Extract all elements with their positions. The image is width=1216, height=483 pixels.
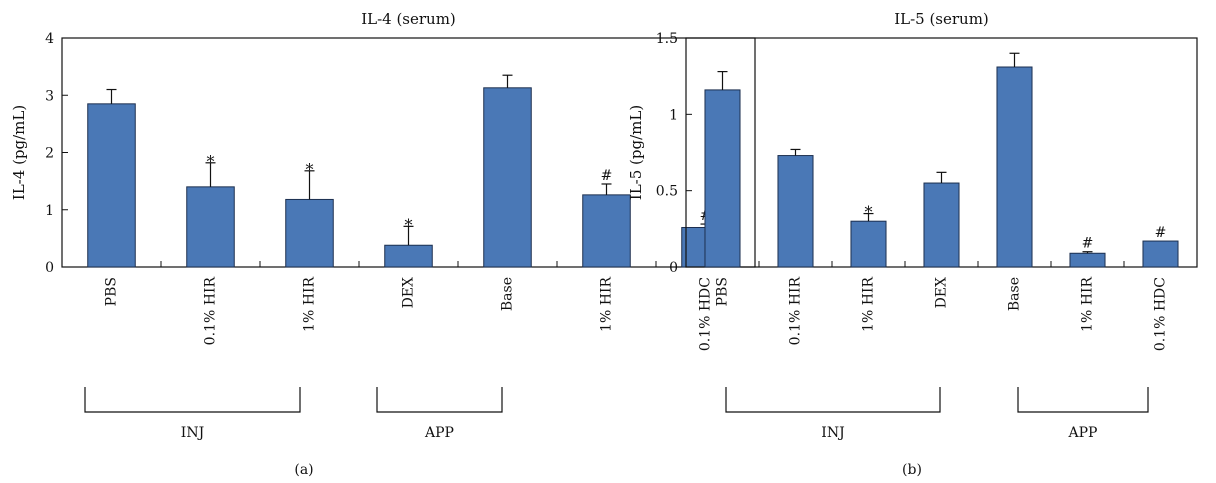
category-label-4: DEX bbox=[401, 277, 417, 308]
bar-5 bbox=[996, 66, 1033, 268]
significance-marker-3: * bbox=[865, 203, 873, 222]
group-bracket-app bbox=[1017, 387, 1149, 413]
panel-label-a: (a) bbox=[294, 462, 313, 478]
bar-6 bbox=[582, 194, 631, 268]
significance-marker-2: * bbox=[207, 152, 215, 171]
category-label-6: 1% HIR bbox=[1080, 277, 1096, 332]
bar-6 bbox=[1069, 252, 1106, 268]
bar-4 bbox=[384, 244, 433, 268]
chart-title: IL-4 (serum) bbox=[361, 10, 456, 28]
bar-4 bbox=[923, 182, 960, 268]
bar-5 bbox=[483, 87, 532, 268]
bar-1 bbox=[87, 103, 136, 268]
chart-title: IL-5 (serum) bbox=[894, 10, 989, 28]
y-tick-label: 1 bbox=[669, 107, 678, 123]
y-tick-label: 2 bbox=[45, 146, 54, 162]
y-tick-label: 1 bbox=[45, 203, 54, 219]
y-tick-label: 3 bbox=[45, 88, 54, 104]
bar-3 bbox=[850, 220, 887, 268]
significance-marker-3: * bbox=[306, 160, 314, 179]
category-label-7: 0.1% HDC bbox=[1153, 277, 1169, 351]
y-tick-label: 0 bbox=[669, 260, 678, 276]
y-tick-label: 1.5 bbox=[656, 31, 678, 47]
category-label-2: 0.1% HIR bbox=[203, 277, 219, 346]
y-tick-label: 4 bbox=[45, 31, 54, 47]
y-tick-label: 0 bbox=[45, 260, 54, 276]
y-axis-label: IL-4 (pg/mL) bbox=[10, 105, 28, 200]
group-label-inj: INJ bbox=[181, 425, 204, 441]
significance-marker-6: # bbox=[1082, 236, 1094, 252]
category-label-7: 0.1% HDC bbox=[698, 277, 714, 351]
y-tick-label: 0.5 bbox=[656, 184, 678, 200]
bar-7 bbox=[1142, 240, 1179, 268]
significance-marker-6: # bbox=[601, 168, 613, 184]
bar-2 bbox=[777, 155, 814, 268]
category-label-2: 0.1% HIR bbox=[788, 277, 804, 346]
group-label-app: APP bbox=[424, 425, 454, 441]
y-axis-label: IL-5 (pg/mL) bbox=[627, 105, 645, 200]
significance-marker-7: # bbox=[1155, 225, 1167, 241]
chart-panel-a: IL-4 (serum) IL-4 (pg/mL) 0 1 2 3 4 PBS * 0.1% HI… bbox=[10, 10, 756, 478]
panel-label-b: (b) bbox=[902, 462, 922, 478]
group-label-inj: INJ bbox=[821, 425, 844, 441]
group-label-app: APP bbox=[1068, 425, 1098, 441]
significance-marker-4: * bbox=[405, 215, 413, 234]
group-bracket-app bbox=[376, 387, 503, 413]
bar-2 bbox=[186, 186, 235, 268]
bar-3 bbox=[285, 198, 334, 268]
category-label-3: 1% HIR bbox=[861, 277, 877, 332]
bar-1 bbox=[704, 89, 741, 268]
category-label-5: Base bbox=[1007, 277, 1023, 311]
category-label-5: Base bbox=[500, 277, 516, 311]
group-bracket-inj bbox=[725, 387, 941, 413]
category-label-1: PBS bbox=[715, 277, 731, 306]
group-bracket-inj bbox=[84, 387, 301, 413]
category-label-4: DEX bbox=[934, 277, 950, 308]
category-label-6: 1% HIR bbox=[599, 277, 615, 332]
category-label-1: PBS bbox=[104, 277, 120, 306]
category-label-3: 1% HIR bbox=[302, 277, 318, 332]
